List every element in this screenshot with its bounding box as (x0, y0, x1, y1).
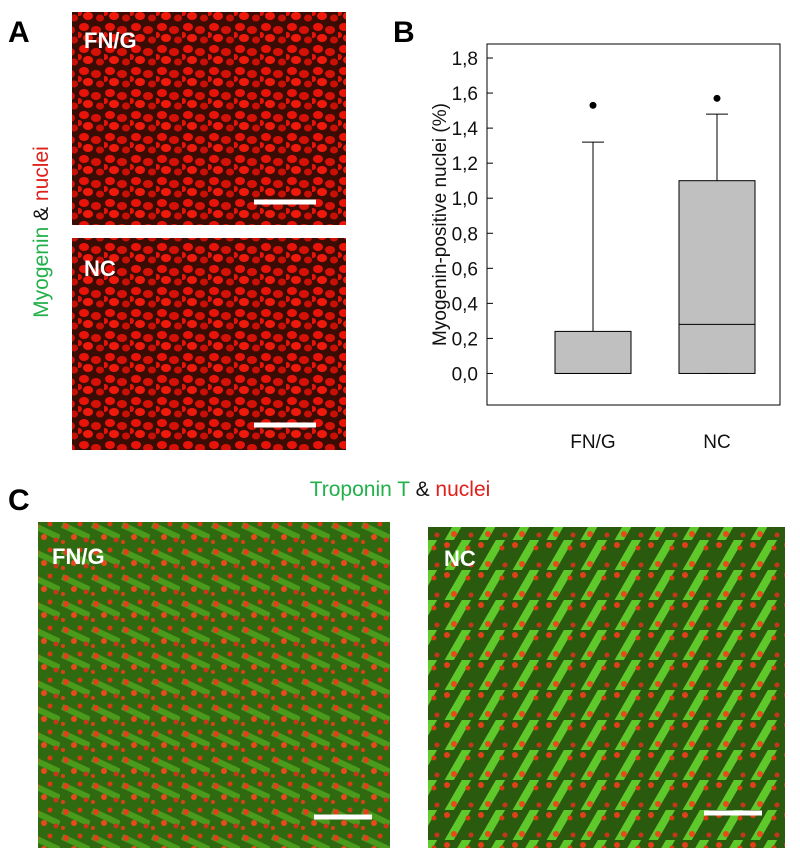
stain-word: Troponin T (310, 478, 411, 501)
y-tick-label: 0,4 (452, 294, 479, 315)
plot-frame (486, 43, 781, 406)
image-label: FN/G (84, 28, 137, 53)
panel-label: C (8, 484, 30, 517)
y-tick-label: 1,4 (452, 119, 479, 140)
stain-word: nuclei (435, 478, 490, 501)
y-tick-label: 0,8 (452, 224, 478, 245)
image-label: NC (84, 256, 116, 281)
micrograph (428, 527, 785, 848)
y-tick-label: 0,6 (452, 259, 478, 280)
panel-label: A (8, 16, 30, 49)
y-tick-label: 1,2 (452, 154, 478, 175)
outlier (589, 101, 597, 109)
stain-word: nuclei (30, 146, 53, 201)
stain-label: Troponin T & nuclei (310, 478, 491, 501)
outlier (713, 94, 721, 102)
stain-word: & (30, 207, 53, 221)
y-tick-label: 1,0 (452, 189, 478, 210)
panel-label: B (393, 16, 415, 49)
box (554, 330, 632, 374)
image-label: NC (444, 546, 476, 571)
micrograph (72, 238, 346, 450)
box (678, 180, 756, 374)
x-tick-label: FN/G (570, 432, 615, 453)
y-tick-label: 1,8 (452, 49, 478, 70)
y-tick-label: 0,2 (452, 329, 478, 350)
box-plot: 0,0 0,2 0,4 0,6 0,8 1,0 1,2 1,4 1,6 1,8 Myogenin-p… (430, 43, 781, 453)
image-label: FN/G (52, 544, 105, 569)
y-axis-title: Myogenin-positive nuclei (%) (430, 103, 451, 346)
y-tick-label: 0,0 (452, 364, 478, 385)
y-tick-label: 1,6 (452, 84, 478, 105)
stain-word: & (416, 478, 430, 501)
x-tick-label: NC (703, 432, 730, 453)
micrograph (72, 12, 346, 225)
micrograph (38, 522, 390, 848)
stain-word: Myogenin (30, 227, 53, 318)
stain-label: Myogenin & nuclei (30, 146, 53, 318)
